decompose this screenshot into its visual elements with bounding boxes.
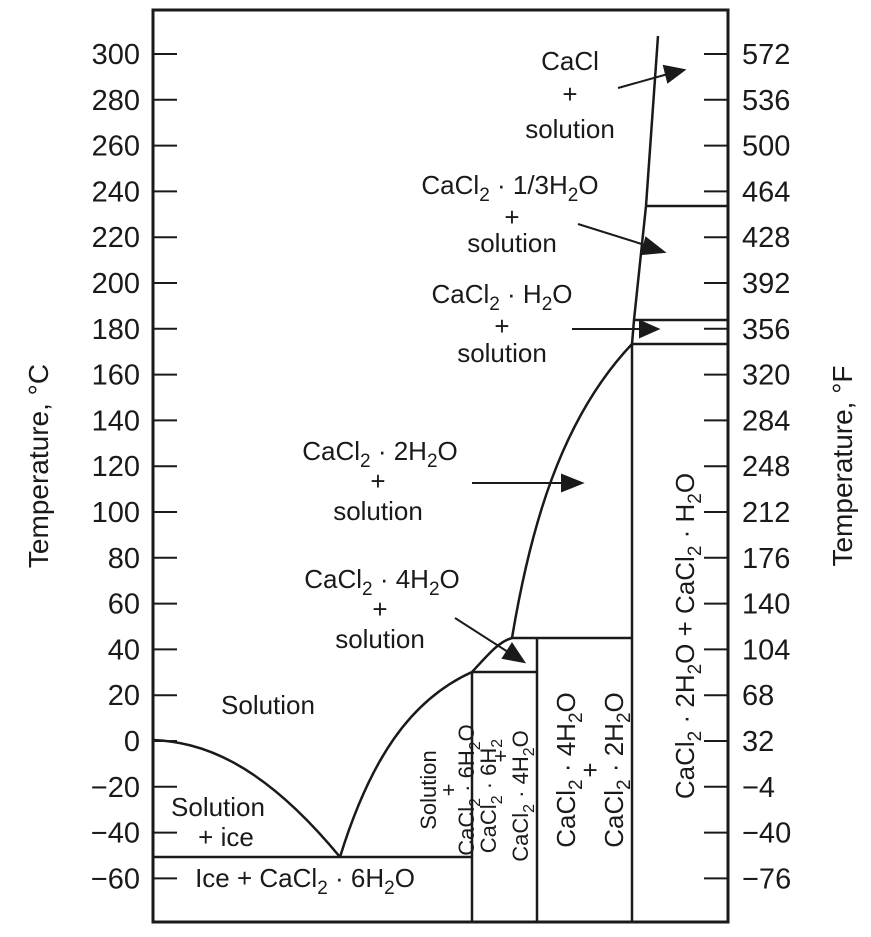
left-tick-label: 100: [92, 497, 140, 529]
left-tick-label: 240: [92, 176, 140, 208]
right-tick-label: 500: [742, 131, 790, 163]
phase-boundaries: [152, 35, 728, 922]
right-axis-ticks: 572 536 500 464 428 392 356 320 284 248 212 176 140 1…: [704, 39, 791, 895]
label-di-solution: solution: [333, 496, 423, 526]
label-cacl-plus: +: [562, 79, 577, 109]
label-hexa-tetra-1: CaCl2 · 6H2: [476, 739, 506, 854]
arrow-cacl: [617, 73, 669, 89]
left-tick-label: −20: [91, 772, 140, 804]
label-tetra-di-2: +: [575, 762, 605, 777]
right-tick-label: 176: [742, 543, 790, 575]
right-tick-label: 392: [742, 268, 790, 300]
right-tick-label: 356: [742, 314, 790, 346]
right-tick-label: 32: [742, 726, 774, 758]
label-cacl: CaCl: [541, 46, 599, 76]
label-sol-hexa-2: +: [436, 784, 461, 797]
label-tetra-di-1: CaCl2 · 4H2O: [551, 692, 587, 848]
right-tick-label: −76: [742, 863, 791, 895]
label-mono-plus: +: [494, 311, 509, 341]
left-tick-label: 40: [108, 634, 140, 666]
right-tick-label: 464: [742, 176, 790, 208]
label-solution-ice-1: Solution: [171, 792, 265, 822]
arrow-tetra: [454, 617, 509, 653]
left-tick-label: 260: [92, 131, 140, 163]
label-tetra-plus: +: [372, 594, 387, 624]
left-tick-label: 120: [92, 451, 140, 483]
label-mono-formula: CaCl2 · H2O: [431, 279, 572, 315]
left-tick-label: 140: [92, 405, 140, 437]
label-sol-hexa-1: Solution: [416, 750, 441, 830]
arrows: [454, 64, 687, 664]
left-tick-label: 180: [92, 314, 140, 346]
label-ice-hexa: Ice + CaCl2 · 6H2O: [195, 863, 415, 899]
right-tick-label: 248: [742, 451, 790, 483]
right-tick-label: 140: [742, 589, 790, 621]
region-labels: CaCl + solution CaCl2 · 1/3H2O + solutio…: [171, 46, 706, 899]
left-tick-label: 280: [92, 85, 140, 117]
right-tick-label: −4: [742, 772, 775, 804]
arrow-one-third: [577, 223, 649, 247]
right-tick-label: 284: [742, 405, 790, 437]
hexahydrate-liquidus-curve: [338, 670, 473, 858]
left-tick-label: 300: [92, 39, 140, 71]
arrowhead-one-third: [640, 236, 667, 256]
label-one-third-plus: +: [504, 202, 519, 232]
left-tick-label: −60: [91, 863, 140, 895]
right-tick-label: 104: [742, 634, 790, 666]
label-sol-hexa-3: CaCl2 · 6H2O: [454, 724, 484, 856]
tetrahydrate-liquidus-curve: [471, 636, 513, 673]
left-axis-ticks: 3002802602402202001801601401201008060402…: [91, 39, 177, 895]
label-di-mono: CaCl2 · 2H2O + CaCl2 · H2O: [670, 473, 706, 799]
label-hexa-tetra-3: CaCl2 · 4H2O: [508, 730, 538, 862]
label-tetra-di-3: CaCl2 · 2H2O: [599, 692, 635, 848]
arrowhead-cacl: [662, 64, 687, 84]
left-tick-label: 20: [108, 680, 140, 712]
label-one-third-formula: CaCl2 · 1/3H2O: [421, 170, 598, 206]
label-solution-ice-2: + ice: [198, 822, 254, 852]
upper-liquidus-curve: [644, 35, 660, 207]
right-tick-label: 320: [742, 360, 790, 392]
label-one-third-solution: solution: [467, 228, 557, 258]
right-tick-label: 212: [742, 497, 790, 529]
arrowhead-di: [561, 473, 585, 493]
left-tick-label: 160: [92, 360, 140, 392]
label-cacl-solution: solution: [525, 114, 615, 144]
right-tick-label: 572: [742, 39, 790, 71]
dihydrate-liquidus-curve: [510, 343, 633, 639]
label-di-formula: CaCl2 · 2H2O: [302, 436, 458, 472]
left-tick-label: 80: [108, 543, 140, 575]
right-tick-label: −40: [742, 818, 791, 850]
left-tick-label: 220: [92, 222, 140, 254]
left-tick-label: 0: [124, 726, 140, 758]
right-tick-label: 428: [742, 222, 790, 254]
label-solution: Solution: [221, 690, 315, 720]
right-axis-title: Temperature, °F: [827, 365, 858, 566]
right-tick-label: 536: [742, 85, 790, 117]
left-tick-label: −40: [91, 818, 140, 850]
left-axis-title: Temperature, °C: [23, 364, 54, 568]
label-tetra-formula: CaCl2 · 4H2O: [304, 564, 460, 600]
label-tetra-solution: solution: [335, 624, 425, 654]
arrowhead-tetra: [501, 642, 527, 664]
label-di-plus: +: [370, 466, 385, 496]
label-hexa-tetra-2: +: [488, 750, 513, 763]
right-tick-label: 68: [742, 680, 774, 712]
label-mono-solution: solution: [457, 338, 547, 368]
ice-liquidus-curve: [152, 738, 341, 858]
left-tick-label: 200: [92, 268, 140, 300]
left-tick-label: 60: [108, 589, 140, 621]
arrowhead-mono: [639, 319, 661, 339]
